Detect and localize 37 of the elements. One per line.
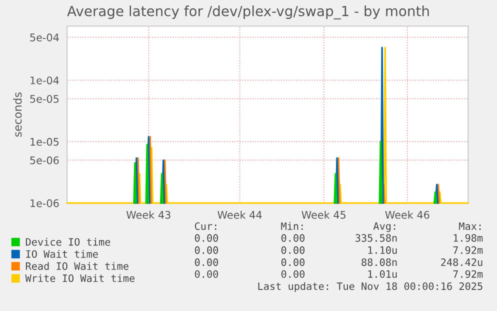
x-tick-label: Week 46 bbox=[385, 210, 430, 219]
x-tick-label: Week 44 bbox=[218, 210, 262, 219]
y-tick-label: 1e-06 bbox=[30, 199, 59, 208]
text: 88.08n bbox=[362, 258, 397, 266]
text: Min: bbox=[281, 222, 303, 230]
x-tick-label: Week 43 bbox=[126, 210, 170, 219]
y-tick-label: 1e-04 bbox=[30, 76, 59, 84]
text: Cur: bbox=[194, 222, 216, 230]
y-tick-label: 5e-06 bbox=[30, 156, 59, 164]
text: 0.00 bbox=[281, 258, 304, 266]
y-axis-title: seconds bbox=[13, 92, 22, 137]
chart-title: Average latency for /dev/plex-vg/swap_1 - by month bbox=[67, 6, 429, 20]
text: 1.01u bbox=[368, 270, 397, 278]
x-tick-label: Week 45 bbox=[302, 210, 346, 219]
text: Avg: bbox=[373, 222, 396, 232]
y-tick-label: 5e-04 bbox=[30, 34, 59, 42]
text: 0.00 bbox=[281, 234, 304, 242]
text: 0.00 bbox=[281, 270, 304, 278]
text: 335.58n bbox=[356, 234, 397, 242]
text: Last update: Tue Nov 18 00:00:16 2025 bbox=[258, 282, 482, 292]
legend-label: Device IO time bbox=[26, 238, 110, 246]
text: 0.00 bbox=[194, 246, 218, 254]
text: 0.00 bbox=[194, 258, 218, 266]
text: 7.92m bbox=[453, 246, 483, 254]
legend-label: Write IO Wait time bbox=[25, 274, 135, 282]
text: 1.98m bbox=[454, 234, 483, 242]
legend-label: IO Wait time bbox=[26, 250, 98, 258]
text: 1.10u bbox=[368, 246, 397, 254]
text: Max: bbox=[459, 222, 481, 230]
legend-label: Read IO Wait time bbox=[26, 262, 128, 270]
text: 7.92m bbox=[453, 270, 483, 278]
y-tick-label: 1e-05 bbox=[30, 138, 59, 146]
text: 0.00 bbox=[281, 246, 304, 254]
text: 0.00 bbox=[194, 234, 218, 242]
y-tick-label: 5e-05 bbox=[30, 94, 59, 103]
text: 248.42u bbox=[441, 258, 482, 266]
text: 0.00 bbox=[194, 270, 218, 278]
